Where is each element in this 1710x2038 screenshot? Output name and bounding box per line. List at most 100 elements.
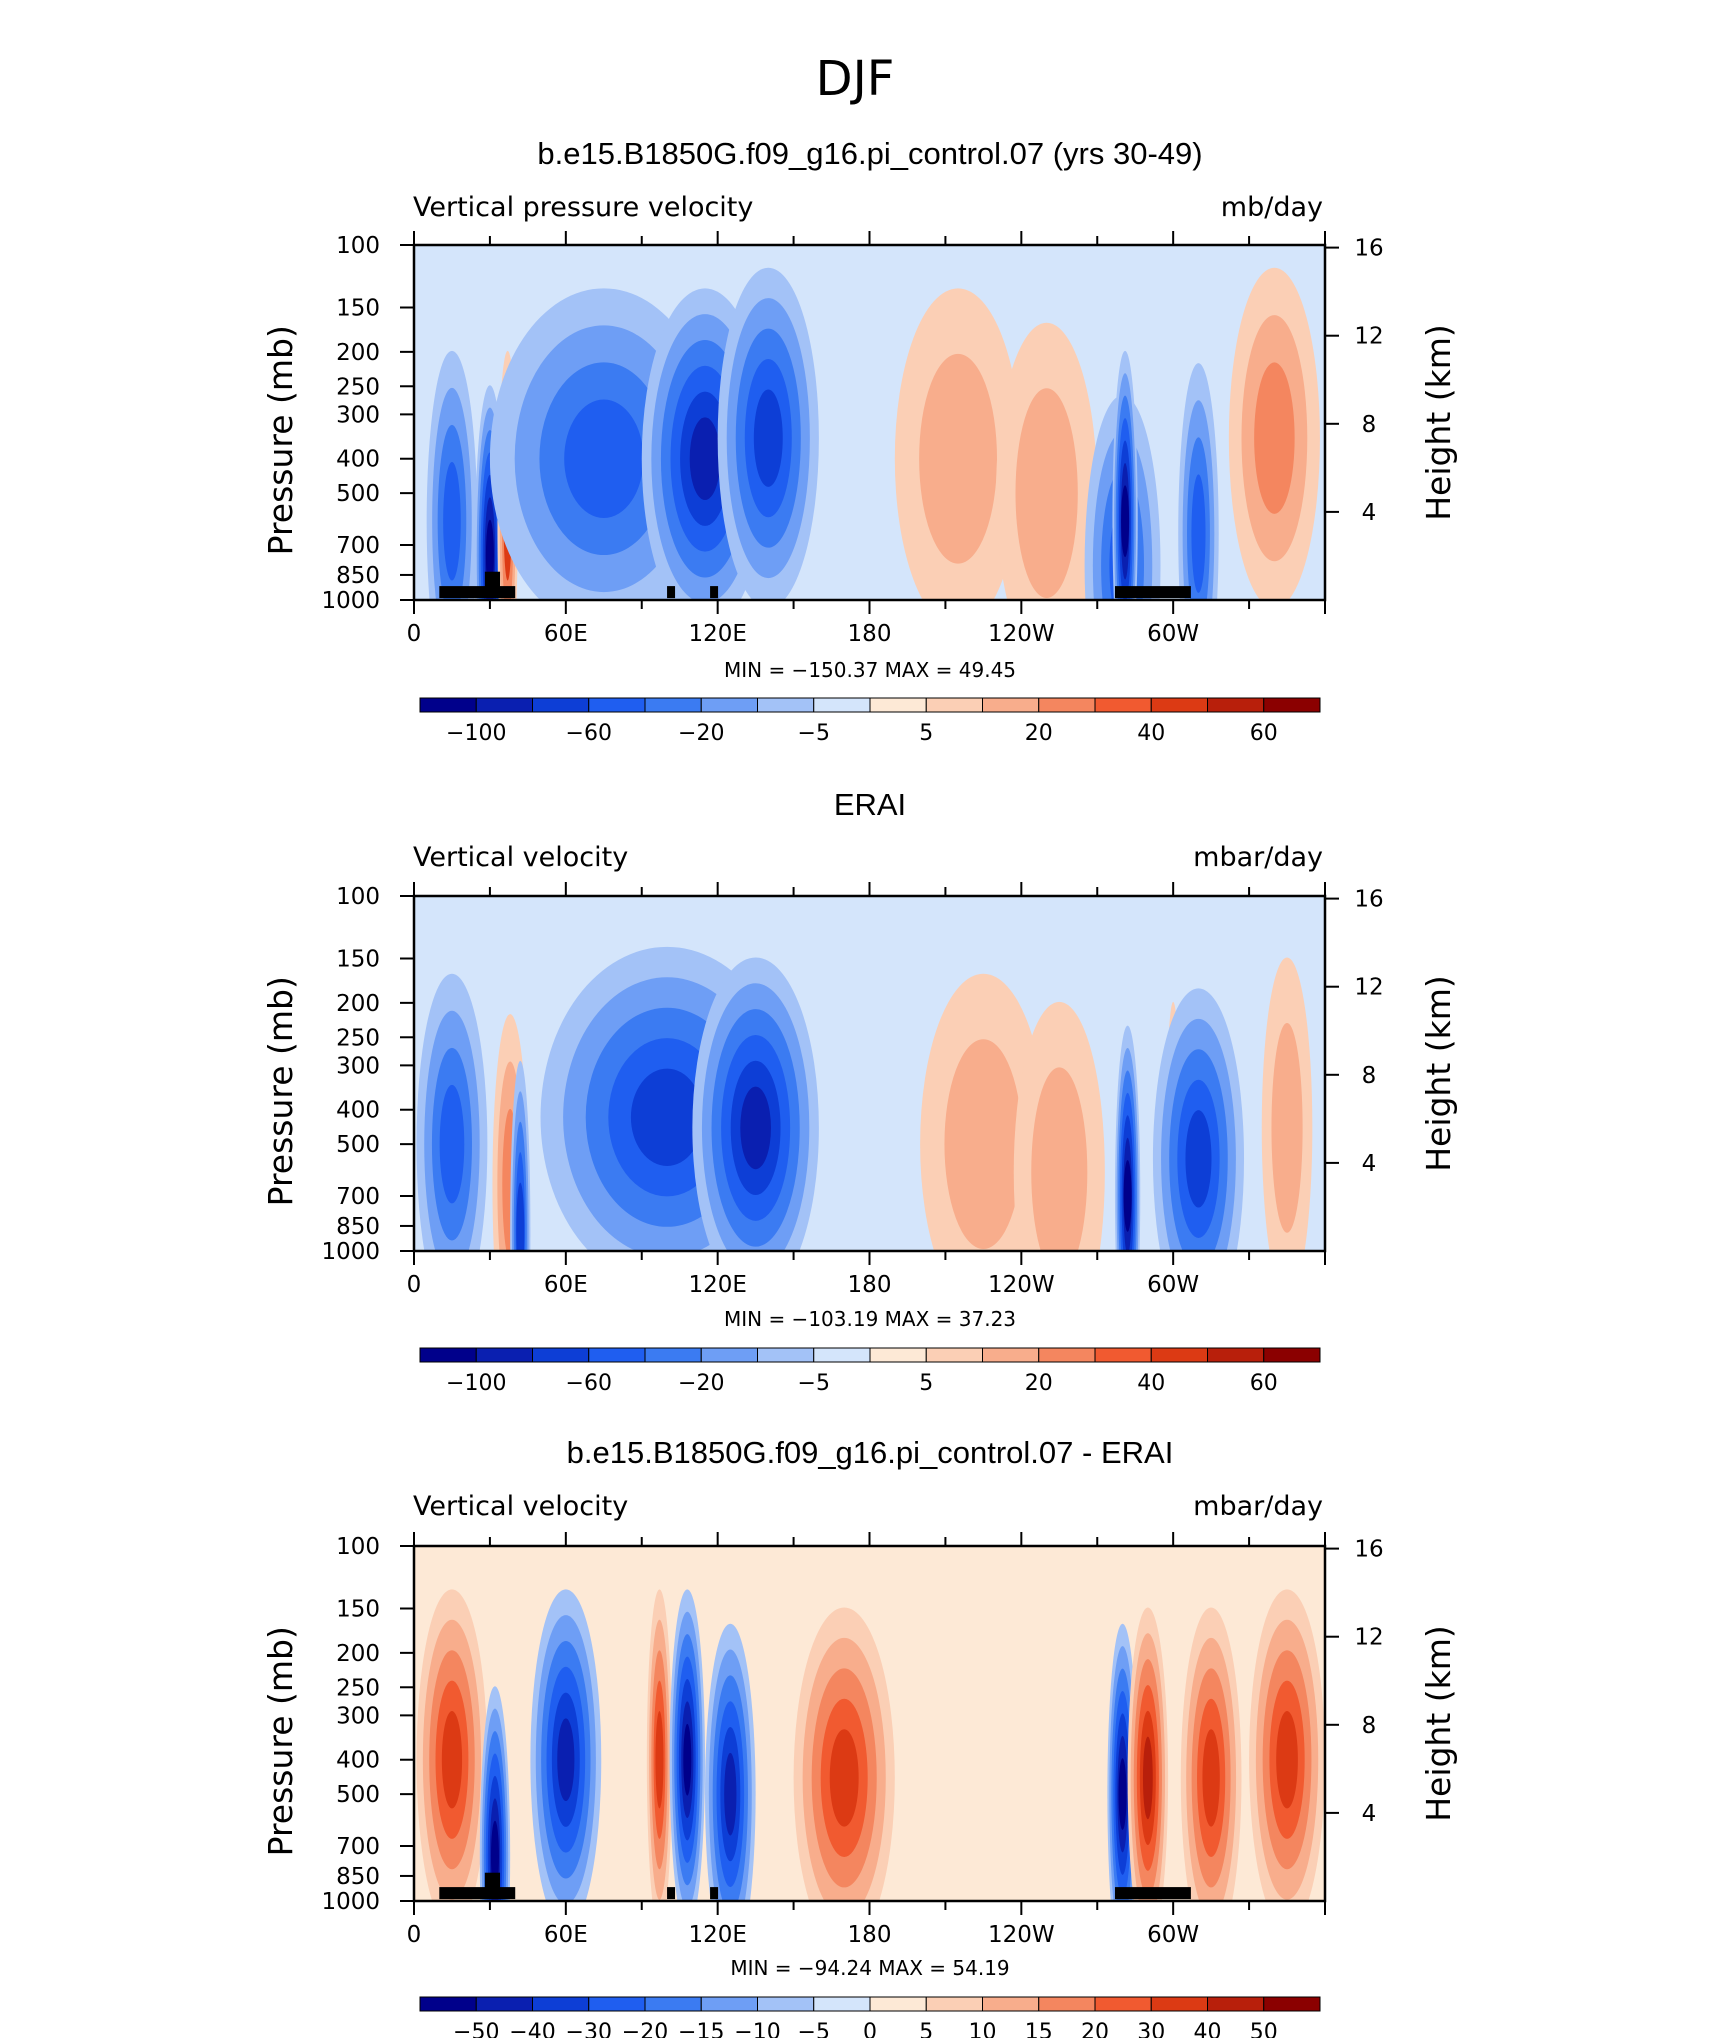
colorbar-swatch <box>700 1996 758 2012</box>
y-tick-label: 150 <box>336 1597 380 1623</box>
contour-region <box>683 1723 692 1796</box>
colorbar-swatch <box>982 1996 1040 2012</box>
colorbar-label: 40 <box>1137 1371 1165 1396</box>
colorbar-label: 30 <box>1137 2020 1165 2038</box>
colorbar-label: −100 <box>446 1371 506 1396</box>
contour-region <box>1271 1023 1303 1233</box>
colorbar-swatch <box>588 1347 646 1363</box>
y-tick-label: 300 <box>336 402 380 428</box>
panel-diff: b.e15.B1850G.f09_g16.pi_control.07 - ERA… <box>261 1435 1458 2038</box>
x-tick-label: 120E <box>688 1272 746 1298</box>
x-tick-label: 60E <box>544 1922 588 1948</box>
contour-region <box>1254 362 1295 514</box>
x-tick-label: 60E <box>544 1272 588 1298</box>
y-tick-label: 850 <box>336 1864 380 1890</box>
colorbar-swatch <box>1263 697 1321 713</box>
colorbar-swatch <box>925 697 983 713</box>
colorbar-swatch <box>419 1996 477 2012</box>
min-max-label: MIN = −150.37 MAX = 49.45 <box>724 658 1016 682</box>
y-tick-label: 400 <box>336 447 380 473</box>
x-tick-label: 0 <box>407 1922 422 1948</box>
contour-region <box>1118 1758 1127 1831</box>
x-tick-label: 180 <box>848 1272 892 1298</box>
plot-area <box>414 896 1325 1251</box>
colorbar-swatch <box>475 697 533 713</box>
units-label: mbar/day <box>1193 1491 1323 1522</box>
y-tick-label: 400 <box>336 1748 380 1774</box>
y-tick-label: 200 <box>336 991 380 1017</box>
y-tick-label: 250 <box>336 1025 380 1051</box>
y-tick-label: 500 <box>336 1132 380 1158</box>
colorbar-label: 5 <box>919 721 933 746</box>
y-tick-label: 200 <box>336 340 380 366</box>
colorbar-swatch <box>1094 697 1152 713</box>
height-tick-label: 4 <box>1362 1151 1377 1177</box>
colorbar-label: −20 <box>678 1371 724 1396</box>
y-tick-label: 150 <box>336 947 380 973</box>
terrain-mask <box>710 1887 719 1900</box>
colorbar-label: −10 <box>734 2020 780 2038</box>
y-tick-label: 200 <box>336 1641 380 1667</box>
height-axis-label: Height (km) <box>1419 975 1458 1172</box>
colorbar-swatch <box>869 1996 927 2012</box>
y-tick-label: 700 <box>336 533 380 559</box>
colorbar-swatch <box>1207 1996 1265 2012</box>
y-axis-label: Pressure (mb) <box>261 1626 300 1856</box>
colorbar-swatch <box>475 1347 533 1363</box>
terrain-mask <box>667 586 676 599</box>
colorbar-label: −60 <box>566 1371 612 1396</box>
x-tick-label: 60W <box>1147 1272 1199 1298</box>
height-tick-label: 8 <box>1362 1713 1377 1739</box>
panel-title: b.e15.B1850G.f09_g16.pi_control.07 (yrs … <box>537 136 1202 171</box>
contour-region <box>944 1039 1023 1249</box>
colorbar-swatch <box>813 1347 871 1363</box>
units-label: mbar/day <box>1193 842 1323 873</box>
x-tick-label: 0 <box>407 621 422 647</box>
colorbar-swatch <box>757 697 815 713</box>
variable-label: Vertical velocity <box>413 1491 628 1522</box>
y-tick-label: 250 <box>336 1675 380 1701</box>
colorbar-swatch <box>1038 697 1096 713</box>
colorbar-label: −5 <box>798 1371 830 1396</box>
x-tick-label: 0 <box>407 1272 422 1298</box>
colorbar-swatch <box>532 1347 590 1363</box>
x-tick-label: 120E <box>688 621 746 647</box>
y-tick-label: 400 <box>336 1098 380 1124</box>
height-tick-label: 12 <box>1354 1625 1383 1651</box>
panel-obs: ERAI Vertical velocity mbar/day MIN = −1… <box>261 787 1458 1396</box>
colorbar-label: −40 <box>509 2020 555 2038</box>
variable-label: Vertical velocity <box>413 842 628 873</box>
colorbar-swatch <box>1150 697 1208 713</box>
colorbar: −100 −60 −20 −5 5 20 40 60 <box>419 1347 1321 1396</box>
contour-region <box>516 1182 525 1251</box>
colorbar-swatch <box>644 697 702 713</box>
colorbar-label: 15 <box>1025 2020 1053 2038</box>
y-tick-label: 100 <box>336 1534 380 1560</box>
y-tick-label: 300 <box>336 1053 380 1079</box>
terrain-mask <box>667 1887 676 1900</box>
colorbar-swatch <box>644 1347 702 1363</box>
colorbar-swatch <box>700 1347 758 1363</box>
y-tick-label: 700 <box>336 1184 380 1210</box>
contour-region <box>829 1729 859 1827</box>
colorbar-label: 10 <box>969 2020 997 2038</box>
terrain-mask <box>1114 1887 1191 1900</box>
colorbar-swatch <box>982 1347 1040 1363</box>
colorbar-swatch <box>925 1996 983 2012</box>
colorbar-label: 40 <box>1137 721 1165 746</box>
y-tick-label: 500 <box>336 1782 380 1808</box>
y-tick-label: 100 <box>336 233 380 259</box>
x-tick-label: 180 <box>848 1922 892 1948</box>
contour-region <box>1191 474 1206 593</box>
x-tick-label: 120W <box>988 1922 1055 1948</box>
colorbar-label: −20 <box>678 721 724 746</box>
contour-region <box>1123 1160 1132 1232</box>
x-tick-label: 180 <box>848 621 892 647</box>
height-tick-label: 12 <box>1354 975 1383 1001</box>
terrain-mask <box>710 586 719 599</box>
terrain-mask <box>484 571 501 596</box>
y-tick-label: 250 <box>336 374 380 400</box>
colorbar-swatch <box>700 697 758 713</box>
y-tick-label: 850 <box>336 1214 380 1240</box>
